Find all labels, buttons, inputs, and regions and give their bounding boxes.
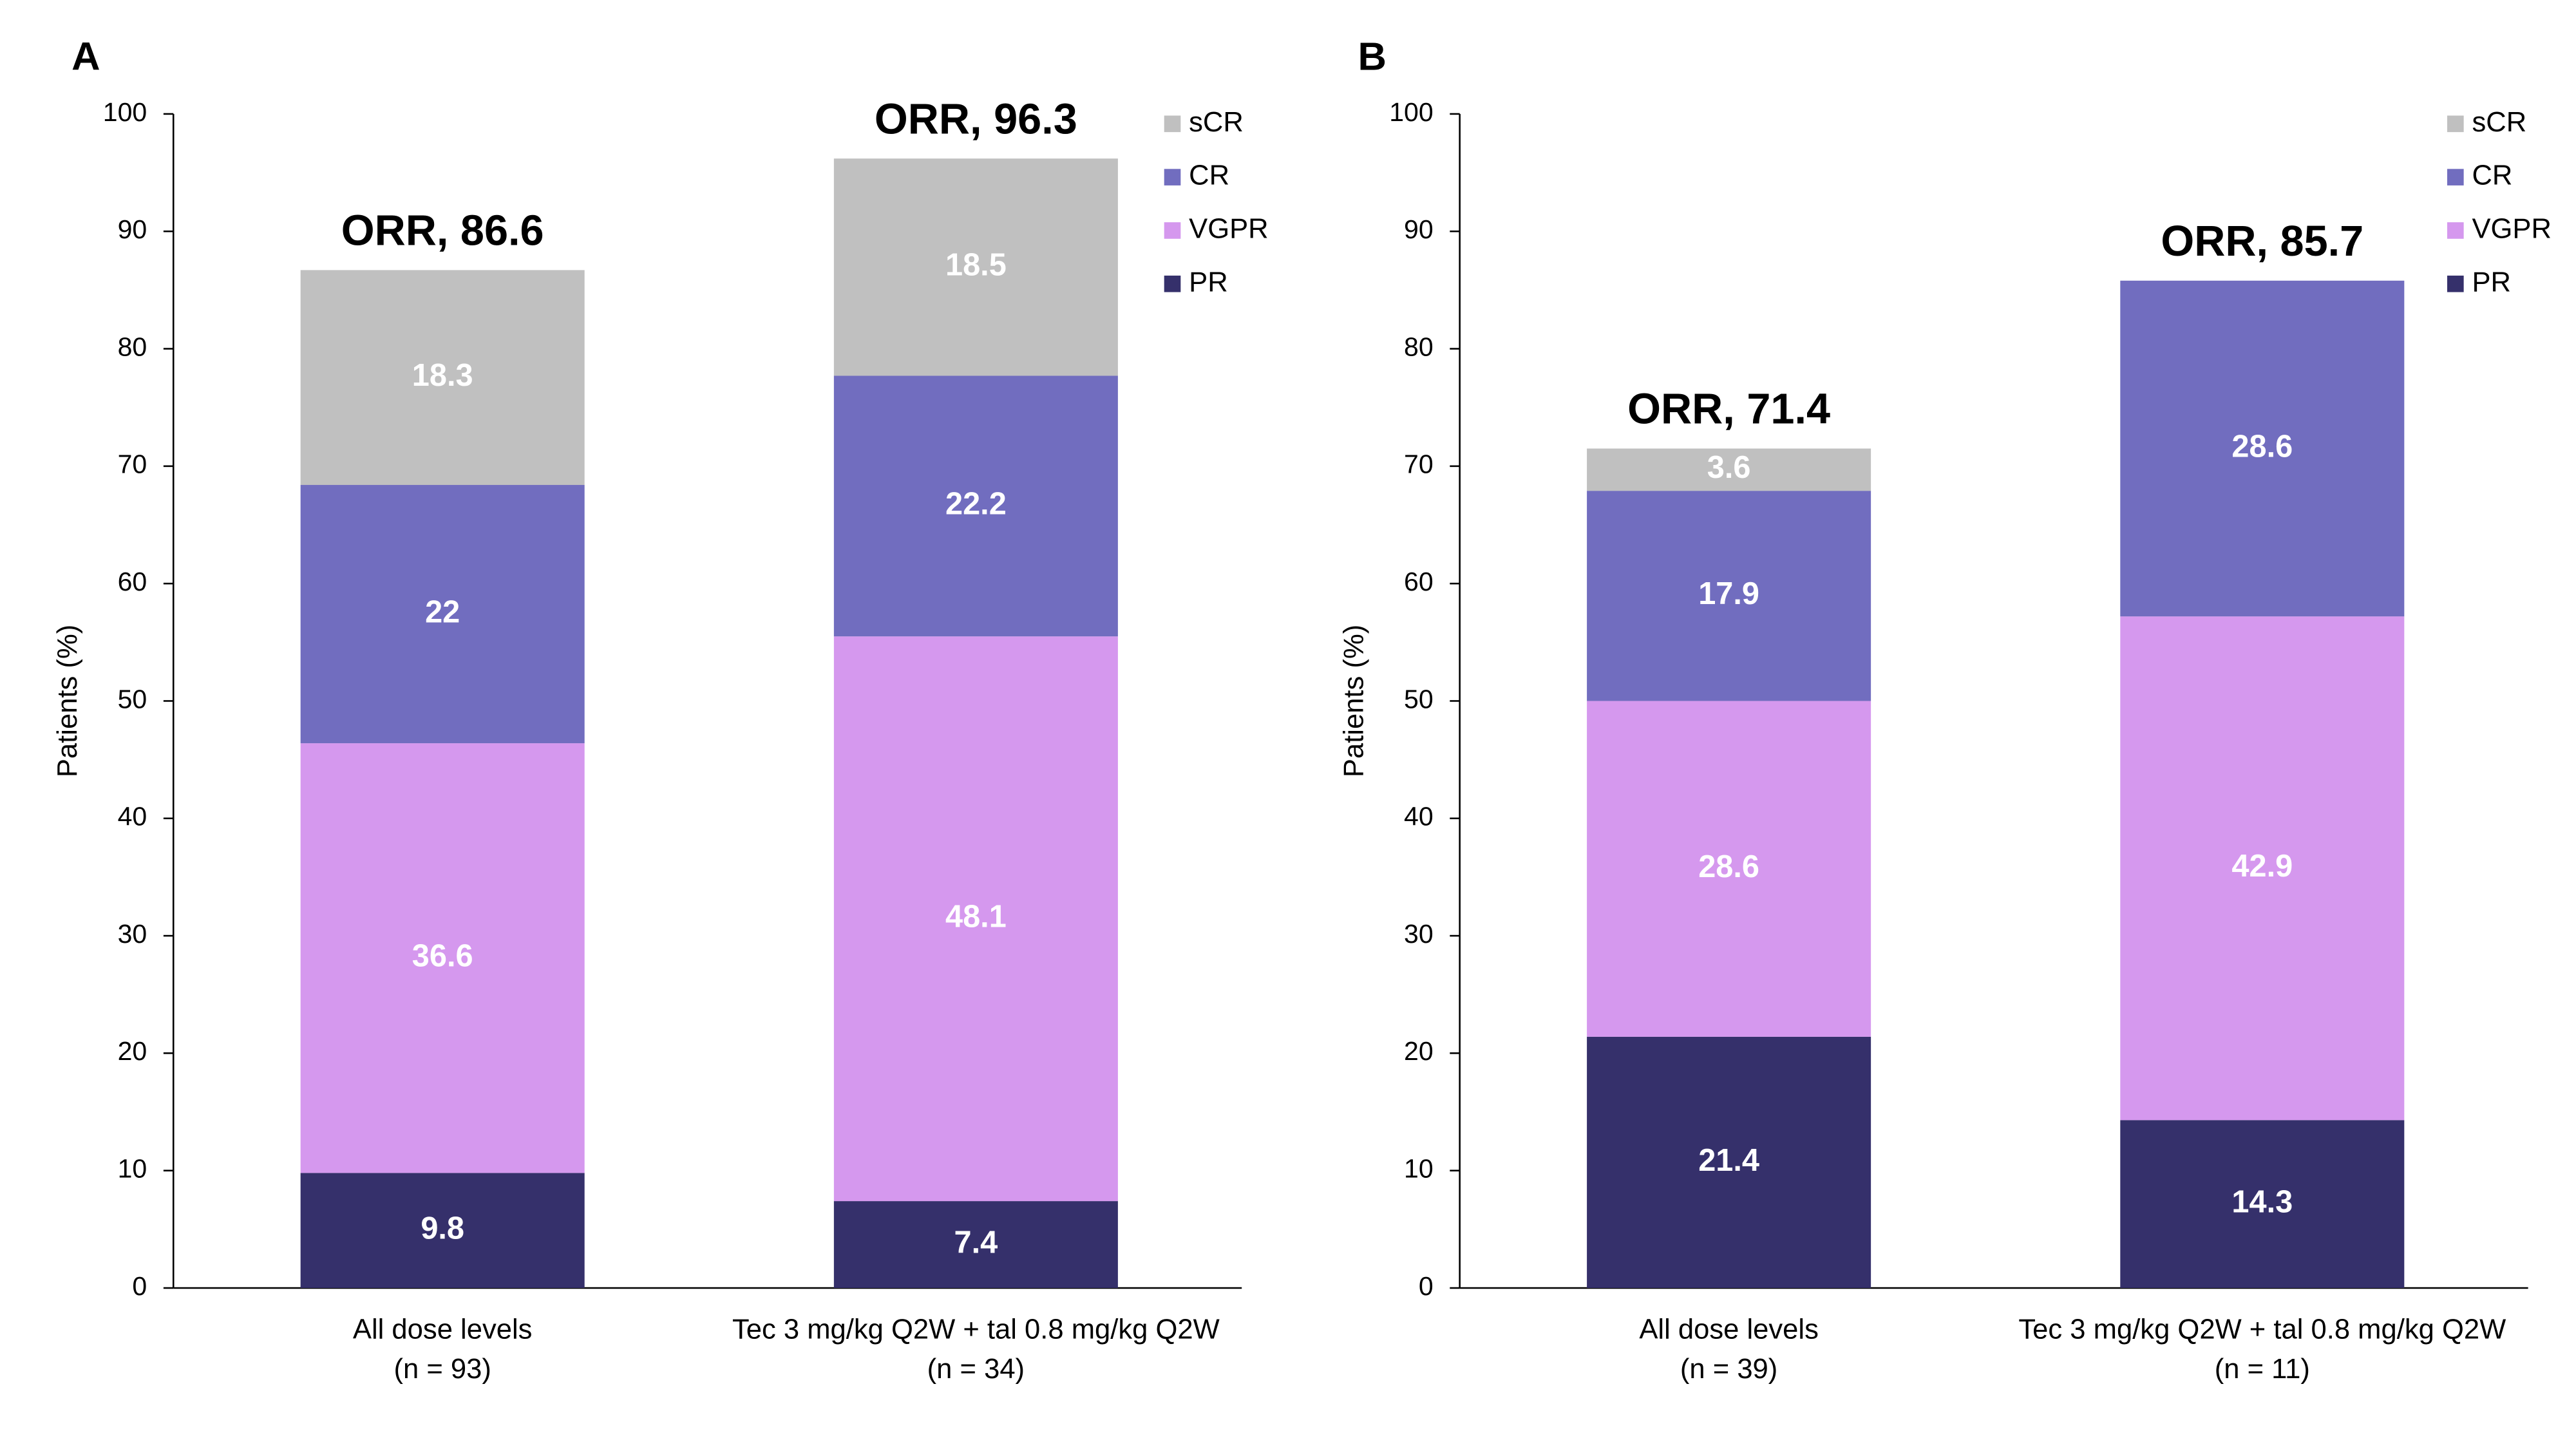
y-tick-label: 60 bbox=[118, 567, 147, 596]
y-tick-label: 40 bbox=[1404, 802, 1434, 831]
bar-segment bbox=[300, 743, 585, 1173]
y-tick-label: 60 bbox=[1404, 567, 1434, 596]
bar-segment bbox=[1587, 448, 1871, 491]
orr-annotation: ORR, 86.6 bbox=[341, 207, 544, 255]
bar-segment bbox=[300, 1173, 585, 1288]
bar-segment bbox=[300, 270, 585, 486]
y-axis-label: Patients (%) bbox=[52, 625, 83, 777]
panel-label: A bbox=[71, 35, 100, 79]
data-label: 28.6 bbox=[2231, 429, 2293, 464]
data-label: 22.2 bbox=[945, 487, 1007, 522]
x-tick-label: All dose levels (n = 93) bbox=[353, 1314, 533, 1385]
bar-segment bbox=[833, 158, 1118, 376]
orr-annotation: ORR, 85.7 bbox=[2161, 218, 2363, 265]
data-label: 18.5 bbox=[945, 248, 1007, 283]
y-axis-label: Patients (%) bbox=[1339, 625, 1370, 777]
legend-swatch bbox=[1164, 275, 1181, 292]
y-tick-label: 80 bbox=[118, 332, 147, 361]
legend-label: CR bbox=[2472, 160, 2512, 191]
y-tick-label: 0 bbox=[132, 1271, 147, 1301]
bar-segment bbox=[2120, 280, 2405, 617]
data-label: 48.1 bbox=[945, 900, 1007, 934]
legend-label: sCR bbox=[2472, 107, 2526, 138]
data-label: 18.3 bbox=[412, 358, 473, 393]
legend-label: CR bbox=[1189, 160, 1229, 191]
data-label: 9.8 bbox=[421, 1211, 464, 1246]
data-label: 28.6 bbox=[1698, 849, 1759, 884]
y-tick-label: 20 bbox=[1404, 1036, 1434, 1066]
y-tick-label: 10 bbox=[1404, 1154, 1434, 1184]
y-tick-label: 70 bbox=[118, 450, 147, 479]
legend-label: PR bbox=[1189, 267, 1228, 298]
y-tick-label: 20 bbox=[118, 1036, 147, 1066]
bar-segment bbox=[1587, 491, 1871, 701]
legend-swatch bbox=[2447, 222, 2464, 239]
legend-swatch bbox=[1164, 222, 1181, 239]
legend-swatch bbox=[2447, 275, 2464, 292]
x-tick-label: Tec 3 mg/kg Q2W + tal 0.8 mg/kg Q2W (n = … bbox=[2018, 1314, 2506, 1385]
y-tick-label: 80 bbox=[1404, 332, 1434, 361]
y-tick-label: 30 bbox=[118, 919, 147, 949]
y-tick-label: 0 bbox=[1419, 1271, 1434, 1301]
data-label: 14.3 bbox=[2231, 1185, 2293, 1220]
orr-annotation: ORR, 71.4 bbox=[1627, 386, 1830, 433]
y-tick-label: 30 bbox=[1404, 919, 1434, 949]
data-label: 21.4 bbox=[1698, 1143, 1759, 1178]
y-tick-label: 10 bbox=[118, 1154, 147, 1184]
legend-swatch bbox=[1164, 169, 1181, 185]
y-tick-label: 100 bbox=[103, 97, 147, 127]
legend-swatch bbox=[2447, 169, 2464, 185]
y-tick-label: 70 bbox=[1404, 450, 1434, 479]
bar-segment bbox=[833, 1201, 1118, 1288]
data-label: 22 bbox=[425, 594, 460, 629]
panel-label: B bbox=[1358, 35, 1387, 79]
y-tick-label: 50 bbox=[1404, 684, 1434, 714]
x-tick-label: All dose levels (n = 39) bbox=[1639, 1314, 1819, 1385]
y-tick-label: 50 bbox=[118, 684, 147, 714]
data-label: 42.9 bbox=[2231, 849, 2293, 884]
y-tick-label: 100 bbox=[1389, 97, 1433, 127]
bar-segment bbox=[1587, 701, 1871, 1037]
data-label: 36.6 bbox=[412, 939, 473, 974]
y-tick-label: 90 bbox=[1404, 214, 1434, 244]
bar-segment bbox=[833, 636, 1118, 1202]
data-label: 7.4 bbox=[954, 1225, 998, 1260]
x-tick-label: Tec 3 mg/kg Q2W + tal 0.8 mg/kg Q2W (n = … bbox=[732, 1314, 1220, 1385]
bar-segment bbox=[2120, 1120, 2405, 1288]
y-tick-label: 40 bbox=[118, 802, 147, 831]
legend-label: PR bbox=[2472, 267, 2511, 298]
legend-label: VGPR bbox=[1189, 213, 1269, 244]
bar-segment bbox=[2120, 616, 2405, 1121]
y-tick-label: 90 bbox=[118, 214, 147, 244]
data-label: 3.6 bbox=[1707, 450, 1751, 485]
bar-segment bbox=[300, 485, 585, 744]
legend-label: sCR bbox=[1189, 107, 1244, 138]
data-label: 17.9 bbox=[1698, 576, 1759, 611]
legend-label: VGPR bbox=[2472, 213, 2552, 244]
orr-annotation: ORR, 96.3 bbox=[875, 95, 1077, 143]
legend-swatch bbox=[2447, 115, 2464, 133]
legend-swatch bbox=[1164, 115, 1181, 133]
bar-segment bbox=[833, 375, 1118, 637]
bar-segment bbox=[1587, 1036, 1871, 1288]
